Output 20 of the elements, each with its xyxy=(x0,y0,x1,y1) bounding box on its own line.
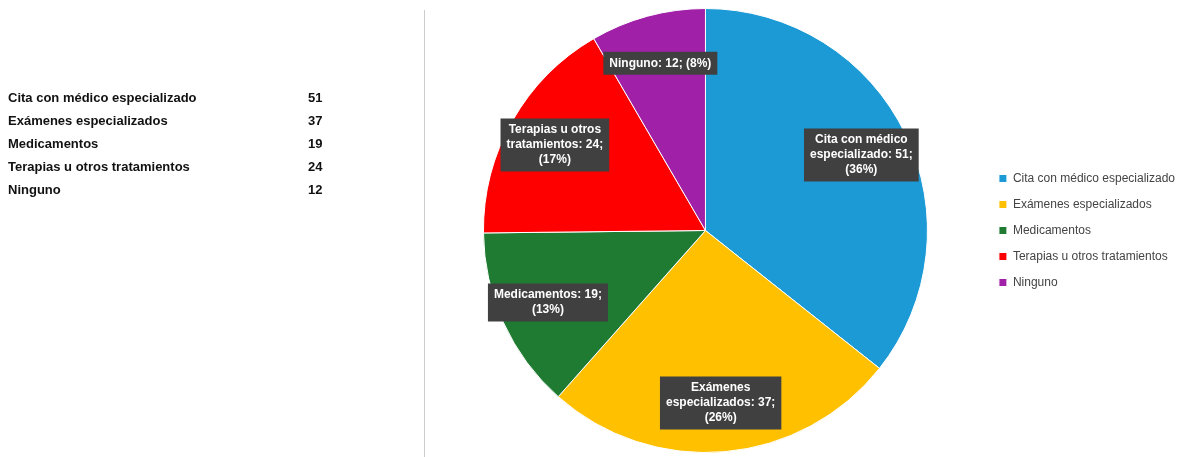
category-label: Terapias u otros tratamientos xyxy=(8,159,190,174)
legend-label: Exámenes especializados xyxy=(1012,196,1152,211)
legend-label: Cita con médico especializado xyxy=(1012,170,1176,185)
category-label: Ninguno xyxy=(8,182,61,197)
legend-label: Medicamentos xyxy=(1012,222,1091,237)
data-label: Ninguno: 12; (8%) xyxy=(609,55,712,70)
category-label: Exámenes especializados xyxy=(8,113,168,128)
text: 24 xyxy=(307,158,324,176)
text: 12 xyxy=(307,181,324,199)
category-label: Cita con médico especializado xyxy=(8,90,197,105)
legend-label: Ninguno xyxy=(1012,274,1058,289)
legend-label: Terapias u otros tratamientos xyxy=(1012,248,1168,263)
text: 51 xyxy=(307,89,324,107)
category-label: Medicamentos xyxy=(8,136,99,151)
text: 37 xyxy=(307,112,324,130)
data-label: Medicamentos: 19; (13%) xyxy=(493,287,602,317)
data-label: Cita con médico especializado: 51; (36%) xyxy=(809,132,913,177)
data-label: Exámenes especializados: 37; (26%) xyxy=(665,380,776,425)
data-label: Terapias u otros tratamientos: 24; (17%) xyxy=(506,122,604,167)
text: 19 xyxy=(307,135,324,153)
